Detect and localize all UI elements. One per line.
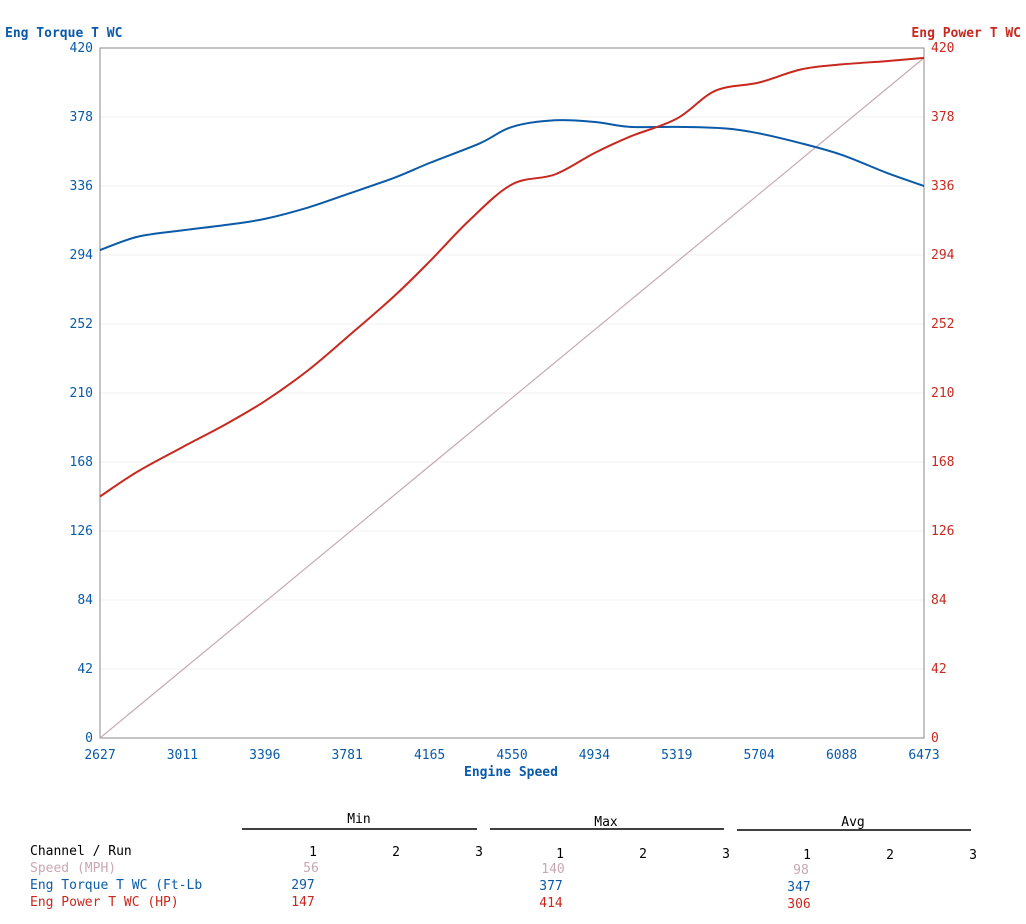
run-label-min-3: 3 bbox=[475, 845, 483, 860]
x-tick-label: 4550 bbox=[496, 748, 527, 763]
x-tick-label: 4165 bbox=[414, 748, 445, 763]
row-power-min: 147 bbox=[291, 895, 314, 910]
x-tick-label: 3396 bbox=[249, 748, 280, 763]
x-tick-label: 3011 bbox=[167, 748, 198, 763]
run-label-avg-3: 3 bbox=[969, 848, 977, 863]
left-tick-label: 42 bbox=[77, 662, 93, 677]
run-label-min-1: 1 bbox=[309, 845, 317, 860]
left-tick-label: 210 bbox=[70, 386, 93, 401]
x-axis-title: Engine Speed bbox=[464, 765, 558, 780]
left-tick-label: 0 bbox=[85, 731, 93, 746]
table-header-min: Min bbox=[347, 812, 370, 827]
right-tick-label: 168 bbox=[931, 455, 954, 470]
left-tick-label: 84 bbox=[77, 593, 93, 608]
run-label-max-2: 2 bbox=[639, 847, 647, 862]
table-channel-header: Channel / Run bbox=[30, 844, 132, 859]
left-tick-label: 168 bbox=[70, 455, 93, 470]
right-tick-label: 294 bbox=[931, 248, 955, 263]
run-label-min-2: 2 bbox=[392, 845, 400, 860]
speed-line bbox=[99, 57, 925, 739]
x-tick-label: 2627 bbox=[84, 748, 115, 763]
run-label-max-1: 1 bbox=[556, 847, 564, 862]
left-tick-label: 336 bbox=[70, 179, 93, 194]
run-label-avg-1: 1 bbox=[803, 848, 811, 863]
right-axis-title: Eng Power T WC bbox=[911, 26, 1021, 41]
x-tick-label: 4934 bbox=[579, 748, 610, 763]
left-tick-label: 420 bbox=[70, 41, 93, 56]
power-line bbox=[99, 56, 925, 498]
run-label-max-3: 3 bbox=[722, 847, 730, 862]
row-label-torque: Eng Torque T WC (Ft-Lb bbox=[30, 878, 202, 893]
table-header-max: Max bbox=[594, 815, 618, 830]
right-tick-label: 84 bbox=[931, 593, 947, 608]
row-speed-avg: 98 bbox=[793, 863, 809, 878]
plot-frame bbox=[99, 47, 925, 739]
gridlines bbox=[100, 116, 924, 670]
x-axis-ticks: 2627 3011 3396 3781 4165 4550 4934 5319 5704 6088… bbox=[84, 748, 939, 763]
row-torque-max: 377 bbox=[539, 879, 562, 894]
row-speed-max: 140 bbox=[541, 862, 564, 877]
right-tick-label: 210 bbox=[931, 386, 954, 401]
right-tick-label: 420 bbox=[931, 41, 954, 56]
right-tick-label: 336 bbox=[931, 179, 954, 194]
row-speed-min: 56 bbox=[303, 861, 319, 876]
x-tick-label: 5704 bbox=[744, 748, 775, 763]
row-power-avg: 306 bbox=[787, 897, 810, 912]
row-torque-avg: 347 bbox=[787, 880, 810, 895]
row-power-max: 414 bbox=[539, 896, 563, 911]
x-tick-label: 6473 bbox=[908, 748, 939, 763]
torque-line bbox=[99, 119, 925, 252]
left-tick-label: 126 bbox=[70, 524, 93, 539]
right-tick-label: 252 bbox=[931, 317, 954, 332]
summary-table: Min Max Avg Channel / Run 1 2 3 1 2 3 1 … bbox=[30, 812, 977, 912]
left-tick-label: 294 bbox=[70, 248, 94, 263]
right-tick-label: 42 bbox=[931, 662, 947, 677]
run-label-avg-2: 2 bbox=[886, 848, 894, 863]
right-tick-label: 0 bbox=[931, 731, 939, 746]
x-tick-label: 5319 bbox=[661, 748, 692, 763]
left-tick-label: 378 bbox=[70, 110, 93, 125]
x-tick-label: 3781 bbox=[332, 748, 363, 763]
row-label-power: Eng Power T WC (HP) bbox=[30, 895, 179, 910]
row-label-speed: Speed (MPH) bbox=[30, 861, 116, 876]
right-tick-label: 126 bbox=[931, 524, 954, 539]
row-torque-min: 297 bbox=[291, 878, 314, 893]
table-header-avg: Avg bbox=[841, 815, 864, 830]
right-tick-label: 378 bbox=[931, 110, 954, 125]
left-axis-title: Eng Torque T WC bbox=[5, 26, 122, 41]
series-lines bbox=[99, 56, 925, 739]
x-tick-label: 6088 bbox=[826, 748, 857, 763]
left-tick-label: 252 bbox=[70, 317, 93, 332]
